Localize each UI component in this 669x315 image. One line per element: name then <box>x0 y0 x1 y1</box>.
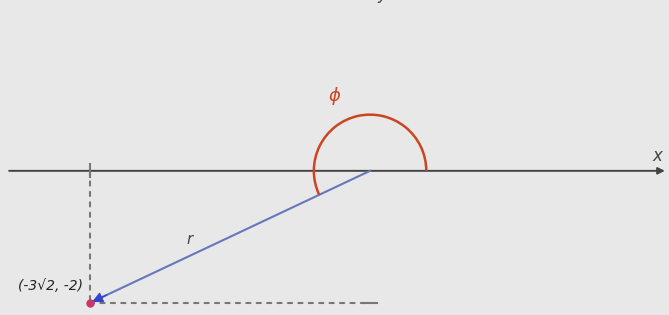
Text: (-3√2, -2): (-3√2, -2) <box>18 279 83 293</box>
Text: ϕ: ϕ <box>328 87 340 105</box>
Text: x: x <box>653 147 662 165</box>
Text: r: r <box>187 232 193 247</box>
Text: y: y <box>377 0 387 3</box>
